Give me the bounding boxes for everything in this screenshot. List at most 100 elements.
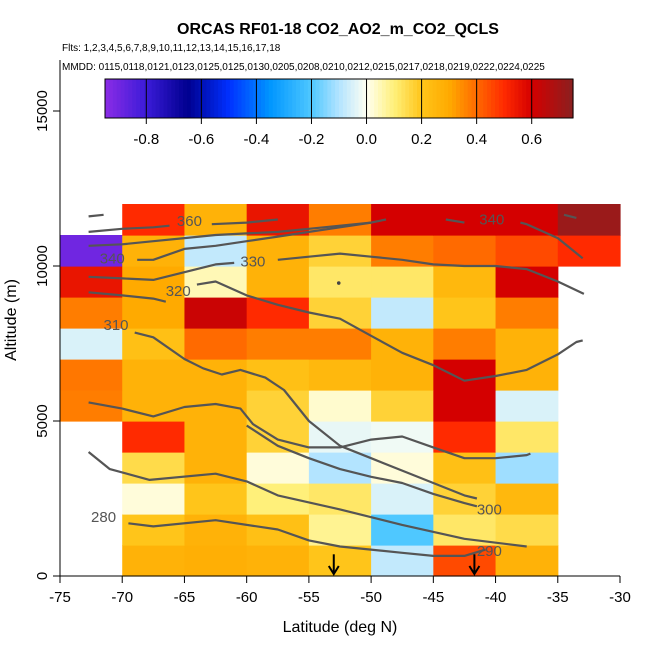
heatmap-cell bbox=[433, 266, 497, 298]
heatmap-cell bbox=[184, 545, 248, 577]
colorbar-segment bbox=[264, 79, 270, 118]
colorbar-segment bbox=[120, 79, 126, 118]
colorbar-segment bbox=[311, 79, 317, 118]
colorbar-segment bbox=[307, 79, 313, 118]
heatmap-cell bbox=[433, 390, 497, 422]
heatmap-cell bbox=[495, 390, 559, 422]
colorbar-tick-label: 0.0 bbox=[356, 131, 377, 148]
colorbar-segment bbox=[268, 79, 274, 118]
heatmap-cell bbox=[184, 328, 248, 360]
heatmap-cell bbox=[495, 235, 559, 267]
heatmap-cell bbox=[246, 390, 310, 422]
heatmap-cell bbox=[495, 297, 559, 329]
colorbar-segment bbox=[436, 79, 441, 118]
heatmap-cell bbox=[308, 359, 372, 391]
contour-line bbox=[134, 331, 478, 500]
contour-label: 310 bbox=[103, 317, 128, 334]
heatmap-cell bbox=[495, 483, 559, 515]
colorbar-segment bbox=[393, 79, 399, 118]
contour-line bbox=[88, 221, 372, 247]
contour-line bbox=[445, 218, 465, 224]
colorbar-segment bbox=[284, 79, 289, 118]
colorbar-segment bbox=[459, 79, 465, 118]
colorbar-segment bbox=[549, 79, 555, 118]
heatmap-cells bbox=[60, 204, 621, 577]
colorbar-segment bbox=[491, 79, 496, 118]
contour-line bbox=[211, 218, 278, 226]
contour-label: 280 bbox=[91, 509, 116, 526]
contour-line bbox=[520, 221, 584, 260]
colorbar-segment bbox=[108, 79, 114, 118]
colorbar-segment bbox=[186, 79, 192, 118]
colorbar-segment bbox=[424, 79, 430, 118]
colorbar-segment bbox=[116, 79, 122, 118]
contour-label: 340 bbox=[479, 212, 504, 229]
heatmap-cell bbox=[60, 297, 123, 329]
colorbar-segment bbox=[557, 79, 562, 118]
colorbar: -0.8 -0.6 -0.4 -0.2 0.0 0.2 0.4 0.6 bbox=[104, 78, 574, 148]
colorbar-segment bbox=[171, 79, 176, 118]
colorbar-segment bbox=[288, 79, 293, 118]
contour-line bbox=[246, 424, 478, 508]
heatmap-cell bbox=[433, 204, 497, 236]
colorbar-segment bbox=[428, 79, 434, 118]
heatmap-cell bbox=[495, 514, 559, 546]
colorbar-frame bbox=[104, 78, 574, 119]
heatmap-cell bbox=[122, 421, 186, 453]
colorbar-segment bbox=[409, 79, 414, 118]
heatmap-cell bbox=[308, 235, 372, 267]
heatmap-cell bbox=[184, 514, 248, 546]
colorbar-segment bbox=[420, 79, 426, 118]
colorbar-segment bbox=[346, 79, 352, 118]
chart-title: ORCAS RF01-18 CO2_AO2_m_CO2_QCLS bbox=[177, 21, 499, 38]
x-tick-label: -65 bbox=[174, 589, 196, 606]
colorbar-segment bbox=[229, 79, 235, 118]
colorbar-segment bbox=[381, 79, 387, 118]
contour-label: 290 bbox=[477, 543, 502, 560]
contour-line bbox=[196, 280, 583, 382]
colorbar-tick-label: -0.4 bbox=[243, 131, 269, 148]
contour-line bbox=[88, 291, 167, 303]
colorbar-segment bbox=[303, 79, 309, 118]
colorbar-segment bbox=[319, 79, 324, 118]
heatmap-cell bbox=[122, 328, 186, 360]
heatmap-cell bbox=[371, 390, 434, 422]
colorbar-segment bbox=[105, 79, 110, 118]
heatmap-cell bbox=[371, 266, 434, 298]
x-tick-label: -45 bbox=[422, 589, 444, 606]
contour-label: 320 bbox=[166, 283, 191, 300]
colorbar-segment bbox=[401, 79, 406, 118]
colorbar-segment bbox=[498, 79, 504, 118]
colorbar-segment bbox=[405, 79, 410, 118]
chart-subtitle-dates: MMDD: 0115,0118,0121,0123,0125,0125,0130… bbox=[62, 62, 545, 73]
colorbar-segment bbox=[276, 79, 282, 118]
colorbar-segment bbox=[339, 79, 344, 118]
heatmap-cell bbox=[371, 235, 434, 267]
colorbar-segment bbox=[475, 79, 480, 118]
contour-line bbox=[128, 519, 486, 558]
heatmap-cell bbox=[60, 328, 123, 360]
colorbar-segment bbox=[479, 79, 484, 118]
colorbar-segment bbox=[183, 79, 188, 118]
colorbar-segment bbox=[112, 79, 118, 118]
contour-label: 330 bbox=[240, 253, 265, 270]
colorbar-segment bbox=[362, 79, 367, 118]
heatmap-cell bbox=[308, 514, 372, 546]
heatmap-cell bbox=[495, 328, 559, 360]
heatmap-cell bbox=[433, 235, 497, 267]
colorbar-segment bbox=[155, 79, 161, 118]
colorbar-segment bbox=[225, 79, 231, 118]
heatmap-cell bbox=[433, 297, 497, 329]
heatmap-cell bbox=[495, 421, 559, 453]
heatmap-cell bbox=[371, 297, 434, 329]
colorbar-segment bbox=[537, 79, 543, 118]
heatmap-cell bbox=[308, 452, 372, 484]
heatmap-cell bbox=[371, 359, 434, 391]
contour-line bbox=[88, 224, 170, 233]
colorbar-segment bbox=[506, 79, 512, 118]
colorbar-segment bbox=[292, 79, 297, 118]
heatmap-cell bbox=[184, 204, 248, 236]
contour-line bbox=[88, 213, 104, 218]
